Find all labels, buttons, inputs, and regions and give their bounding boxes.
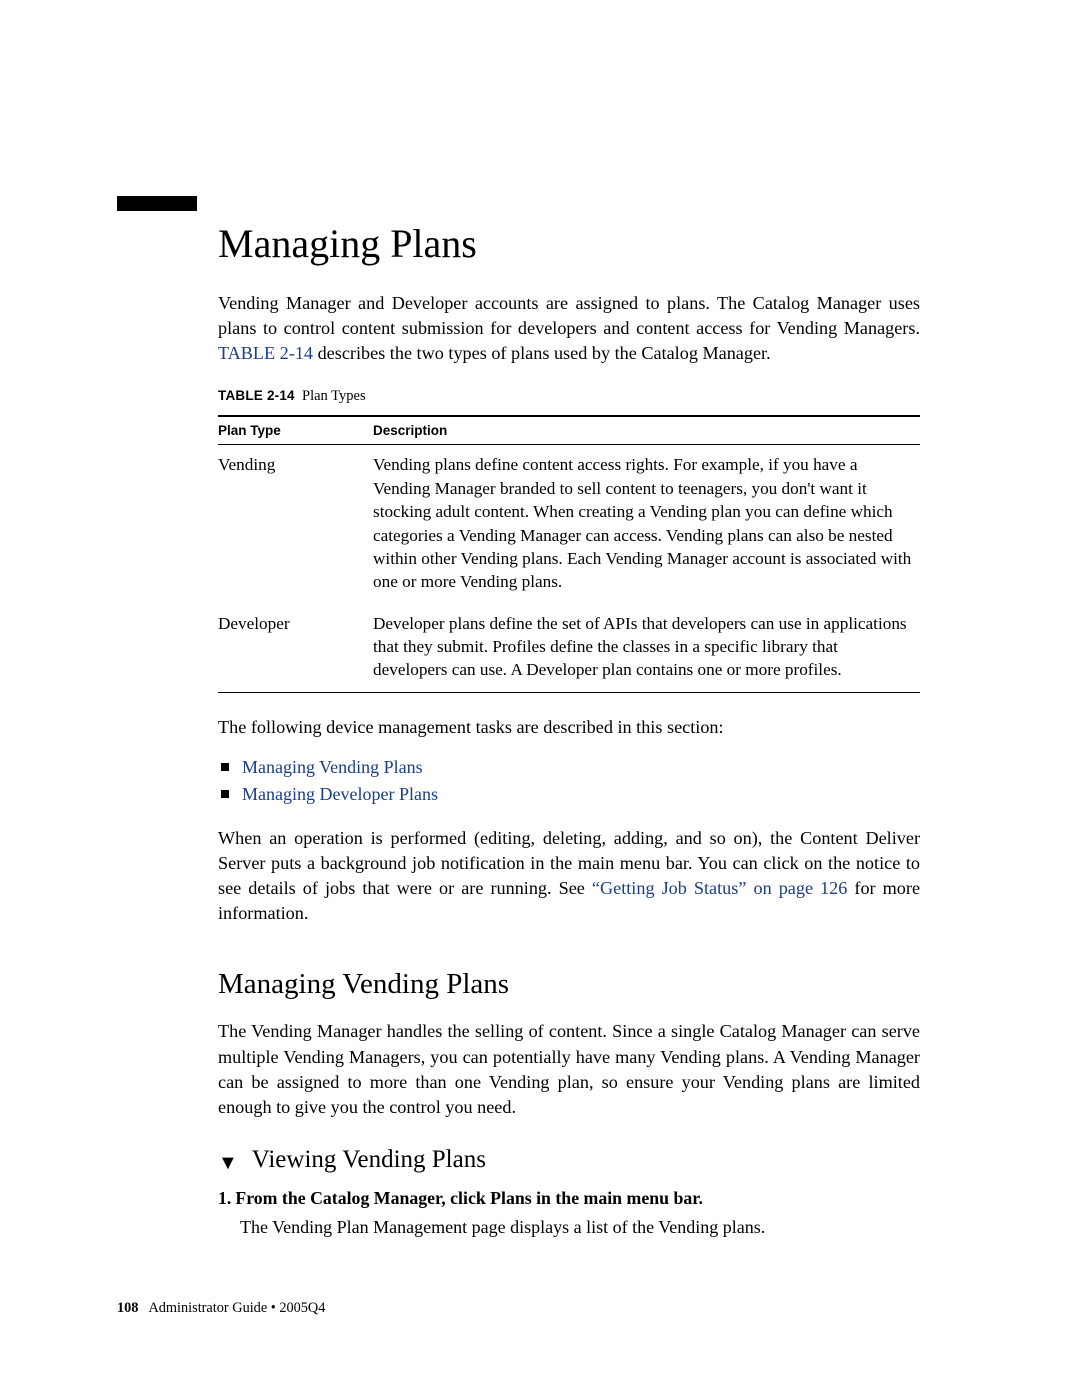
tasks-list: Managing Vending Plans Managing Develope… <box>218 754 920 808</box>
table-header-row: Plan Type Description <box>218 416 920 445</box>
procedure-title: Viewing Vending Plans <box>252 1146 486 1174</box>
tasks-intro: The following device management tasks ar… <box>218 715 920 740</box>
page-footer: 108 Administrator Guide • 2005Q4 <box>117 1300 325 1317</box>
triangle-down-icon: ▼ <box>218 1153 238 1173</box>
step-number: 1. <box>218 1188 231 1208</box>
link-managing-vending-plans[interactable]: Managing Vending Plans <box>242 757 423 777</box>
cell-plan-type: Developer <box>218 604 373 693</box>
table-row: Developer Developer plans define the set… <box>218 604 920 693</box>
intro-text-1: Vending Manager and Developer accounts a… <box>218 293 920 338</box>
plan-types-table: Plan Type Description Vending Vending pl… <box>218 415 920 693</box>
procedure-step-1: 1.From the Catalog Manager, click Plans … <box>218 1188 920 1209</box>
table-label: TABLE 2-14 <box>218 388 295 403</box>
cell-description: Vending plans define content access righ… <box>373 445 920 604</box>
list-item: Managing Vending Plans <box>218 754 920 781</box>
table-caption: TABLE 2-14 Plan Types <box>218 388 920 405</box>
page-title: Managing Plans <box>218 220 920 267</box>
cell-plan-type: Vending <box>218 445 373 604</box>
link-managing-developer-plans[interactable]: Managing Developer Plans <box>242 784 438 804</box>
document-page: Managing Plans Vending Manager and Devel… <box>0 0 1080 1397</box>
table-caption-text: Plan Types <box>302 388 366 404</box>
procedure-step-1-body: The Vending Plan Management page display… <box>240 1215 920 1240</box>
footer-text: Administrator Guide • 2005Q4 <box>148 1300 325 1316</box>
link-getting-job-status[interactable]: “Getting Job Status” on page 126 <box>592 878 847 898</box>
step-text: From the Catalog Manager, click Plans in… <box>235 1188 703 1208</box>
subsection-body: The Vending Manager handles the selling … <box>218 1019 920 1119</box>
operation-note: When an operation is performed (editing,… <box>218 826 920 926</box>
page-number: 108 <box>117 1300 138 1316</box>
section-marker-bar <box>117 196 197 211</box>
col-description: Description <box>373 416 920 445</box>
procedure-heading: ▼ Viewing Vending Plans <box>218 1146 920 1174</box>
subsection-title: Managing Vending Plans <box>218 968 920 1001</box>
intro-text-2: describes the two types of plans used by… <box>313 343 771 363</box>
list-item: Managing Developer Plans <box>218 781 920 808</box>
intro-paragraph: Vending Manager and Developer accounts a… <box>218 291 920 366</box>
table-row: Vending Vending plans define content acc… <box>218 445 920 604</box>
table-ref-link[interactable]: TABLE 2-14 <box>218 343 313 363</box>
cell-description: Developer plans define the set of APIs t… <box>373 604 920 693</box>
col-plan-type: Plan Type <box>218 416 373 445</box>
